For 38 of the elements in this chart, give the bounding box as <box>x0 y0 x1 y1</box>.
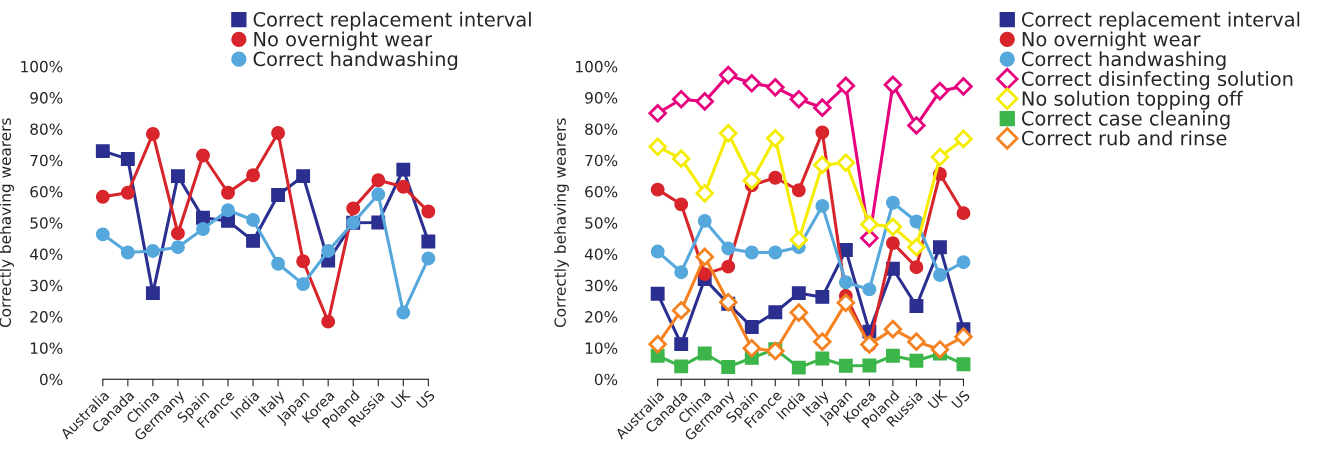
y-tick-label: 90% <box>585 92 618 104</box>
legend-label: No overnight wear <box>254 31 433 51</box>
y-tick-label: 0% <box>39 373 63 386</box>
legend-label: Correct handwashing <box>253 51 458 71</box>
x-tick-label: US <box>415 389 436 410</box>
y-tick-label: 0% <box>594 373 618 386</box>
y-tick-label: 50% <box>585 217 618 229</box>
y-tick-label: 30% <box>30 279 63 292</box>
y-tick-label: 80% <box>585 123 618 135</box>
legend-label: Correct replacement interval <box>1021 11 1300 31</box>
legend-label: Correct replacement interval <box>253 11 531 31</box>
y-tick-label: 100% <box>21 60 63 73</box>
y-tick-label: 10% <box>585 342 618 354</box>
y-tick-label: 10% <box>30 342 63 354</box>
y-tick-label: 80% <box>30 123 63 135</box>
y-tick-label: 60% <box>30 185 63 198</box>
y-tick-label: 70% <box>585 154 618 167</box>
y-axis-title: Correctly behaving wearers <box>554 118 569 328</box>
y-tick-label: 40% <box>584 248 618 261</box>
y-tick-label: 60% <box>585 185 618 198</box>
y-tick-label: 100% <box>576 60 618 73</box>
y-tick-label: 20% <box>30 311 63 323</box>
y-tick-label: 70% <box>30 154 63 167</box>
x-tick-label: UK <box>390 389 412 410</box>
x-tick-label: UK <box>927 389 948 410</box>
legend-label: Correct rub and rinse <box>1021 130 1227 146</box>
legend-label: No solution topping off <box>1022 90 1244 110</box>
y-tick-label: 90% <box>30 92 63 104</box>
legend-label: No overnight wear <box>1022 31 1201 51</box>
y-tick-label: 30% <box>585 279 618 292</box>
legend-label: Correct disinfecting solution <box>1021 71 1293 90</box>
x-tick-label: US <box>951 389 971 410</box>
legend-label: Correct handwashing <box>1021 51 1226 71</box>
y-tick-label: 50% <box>30 217 63 229</box>
y-tick-label: 20% <box>585 311 618 323</box>
legend-label: Correct case cleaning <box>1021 110 1230 130</box>
y-axis-title: Correctly behaving wearers <box>0 118 14 328</box>
y-tick-label: 40% <box>30 248 63 261</box>
